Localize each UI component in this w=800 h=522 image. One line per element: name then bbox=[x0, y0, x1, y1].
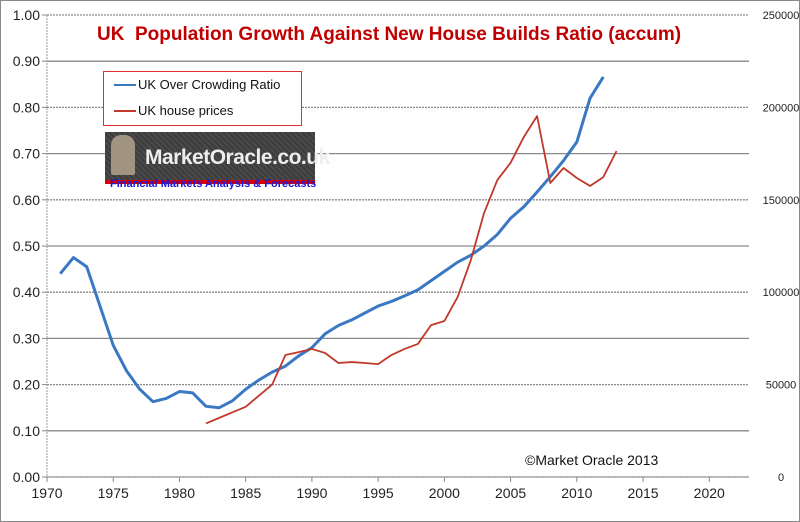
legend-swatch-blue bbox=[114, 83, 136, 86]
y-tick-label: 0.20 bbox=[13, 377, 40, 393]
copyright-credit: ©Market Oracle 2013 bbox=[525, 452, 659, 468]
x-tick-label: 1985 bbox=[230, 485, 261, 501]
market-oracle-logo: MarketOracle.co.uk bbox=[105, 132, 330, 184]
x-tick-label: 2015 bbox=[627, 485, 658, 501]
y-tick-label: 0.60 bbox=[13, 192, 40, 208]
y-tick-label: 0.30 bbox=[13, 330, 40, 346]
y-tick-label: 0.40 bbox=[13, 284, 40, 300]
y-tick-label: 0.10 bbox=[13, 423, 40, 439]
legend-label: UK Over Crowding Ratio bbox=[138, 77, 281, 92]
y-tick-label: 0.70 bbox=[13, 146, 40, 162]
x-tick-label: 1980 bbox=[164, 485, 195, 501]
y-tick-label: 0.90 bbox=[13, 53, 40, 69]
x-tick-label: 2000 bbox=[429, 485, 460, 501]
y-tick-label: 0.00 bbox=[13, 469, 40, 485]
legend-item-house-prices: UK house prices bbox=[114, 103, 233, 118]
y2-tick-label: 250000 bbox=[763, 10, 800, 22]
chart-title: UK Population Growth Against New House B… bbox=[97, 24, 682, 45]
legend: UK Over Crowding Ratio UK house prices bbox=[103, 71, 302, 126]
y2-tick-label: 100000 bbox=[763, 287, 800, 299]
y-tick-label: 1.00 bbox=[13, 7, 40, 23]
series-line-overcrowding-ratio bbox=[59, 76, 605, 410]
x-tick-label: 1990 bbox=[296, 485, 327, 501]
y2-tick-label: 0 bbox=[778, 472, 784, 484]
legend-swatch-red bbox=[114, 109, 136, 112]
y2-tick-label: 50000 bbox=[766, 380, 797, 392]
series-line-house-prices bbox=[205, 115, 618, 425]
y2-tick-label: 150000 bbox=[763, 195, 800, 207]
statue-figure-icon bbox=[111, 135, 135, 175]
y2-tick-label: 200000 bbox=[763, 102, 800, 114]
x-tick-label: 1995 bbox=[363, 485, 394, 501]
x-tick-label: 2005 bbox=[495, 485, 526, 501]
logo-tagline: Financial Markets Analysis & Forecasts bbox=[110, 178, 317, 190]
x-tick-label: 2020 bbox=[694, 485, 725, 501]
y-tick-label: 0.50 bbox=[13, 238, 40, 254]
legend-label: UK house prices bbox=[138, 103, 234, 118]
x-tick-label: 2010 bbox=[561, 485, 592, 501]
logo-text: MarketOracle.co.uk bbox=[145, 146, 330, 169]
y-tick-label: 0.80 bbox=[13, 99, 40, 115]
legend-item-overcrowding: UK Over Crowding Ratio bbox=[114, 77, 280, 92]
x-tick-label: 1975 bbox=[98, 485, 129, 501]
x-tick-label: 1970 bbox=[31, 485, 62, 501]
